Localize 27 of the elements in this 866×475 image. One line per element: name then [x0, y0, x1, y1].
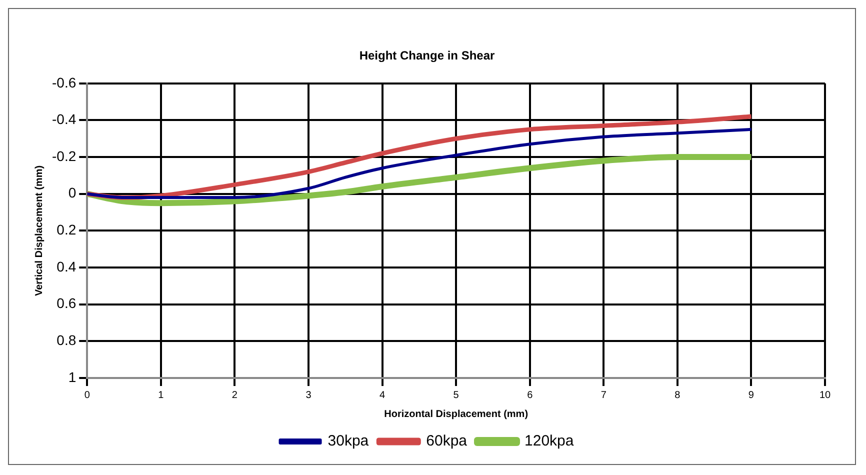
- chart-title: Height Change in Shear: [359, 48, 495, 63]
- legend-label: 30kpa: [328, 432, 370, 450]
- y-tick-label: -0.4: [52, 111, 76, 128]
- x-tick-label: 6: [527, 390, 534, 401]
- x-axis-title: Horizontal Displacement (mm): [384, 408, 528, 420]
- y-tick-label: 1: [68, 368, 76, 385]
- x-tick-label: 0: [84, 390, 90, 401]
- x-tick-label: 10: [819, 390, 831, 401]
- x-tick-label: 7: [600, 390, 607, 401]
- x-tick-label: 1: [158, 390, 164, 401]
- y-tick-label: -0.6: [52, 74, 76, 90]
- legend-label: 120kpa: [524, 432, 574, 450]
- x-tick-label: 4: [379, 390, 386, 401]
- y-axis-title: Vertical Displacement (mm): [34, 165, 45, 296]
- y-tick-label: 0.8: [56, 332, 76, 348]
- x-tick-label: 9: [748, 390, 754, 401]
- y-tick-label: 0.6: [56, 295, 76, 312]
- y-tick-label: 0.4: [56, 258, 76, 274]
- x-tick-label: 2: [232, 390, 238, 401]
- y-tick-label: 0.2: [56, 222, 76, 238]
- y-tick-label: 0: [68, 184, 76, 201]
- line-series: [87, 128, 753, 200]
- legend-label: 60kpa: [426, 432, 468, 450]
- x-tick-label: 5: [453, 390, 460, 401]
- x-tick-label: 8: [674, 390, 681, 401]
- y-tick-label: -0.2: [52, 148, 76, 164]
- x-tick-label: 3: [306, 390, 312, 401]
